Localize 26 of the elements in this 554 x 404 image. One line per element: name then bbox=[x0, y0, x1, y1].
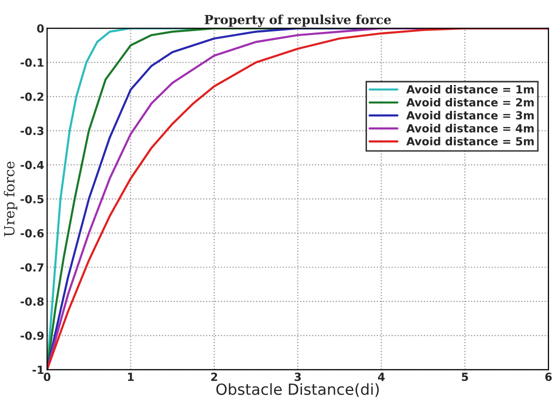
y-tick-label: -0.2 bbox=[20, 92, 44, 101]
y-tick-label: -0.3 bbox=[20, 126, 44, 136]
legend-label: Avoid distance = 1m bbox=[406, 84, 534, 94]
y-tick-label: -0.4 bbox=[20, 160, 44, 170]
x-axis-title: Obstacle Distance(di) bbox=[216, 383, 379, 397]
x-tick-label: 5 bbox=[462, 372, 468, 382]
y-tick-label: -0.7 bbox=[20, 263, 44, 272]
y-tick-label: -0.8 bbox=[20, 297, 44, 306]
x-tick-label: 1 bbox=[128, 372, 134, 381]
legend-label: Avoid distance = 5m bbox=[406, 136, 534, 146]
x-tick-label: 6 bbox=[545, 372, 552, 382]
legend-label: Avoid distance = 3m bbox=[406, 110, 534, 120]
x-tick-label: 3 bbox=[294, 372, 301, 382]
chart-title: Property of repulsive force bbox=[204, 14, 391, 27]
legend-label: Avoid distance = 2m bbox=[406, 98, 534, 107]
x-tick-label: 4 bbox=[378, 372, 385, 381]
y-tick-label: -0.9 bbox=[20, 331, 44, 340]
x-tick-label: 0 bbox=[44, 372, 50, 382]
y-tick-label: -1 bbox=[32, 366, 44, 374]
legend-label: Avoid distance = 4m bbox=[406, 124, 534, 132]
y-tick-label: -0.1 bbox=[20, 58, 44, 67]
y-tick-label: 0 bbox=[37, 24, 44, 33]
y-axis-title: Urep force bbox=[4, 162, 18, 236]
y-tick-label: -0.5 bbox=[20, 194, 44, 204]
x-tick-label: 2 bbox=[211, 372, 218, 381]
y-tick-label: -0.6 bbox=[20, 229, 44, 238]
